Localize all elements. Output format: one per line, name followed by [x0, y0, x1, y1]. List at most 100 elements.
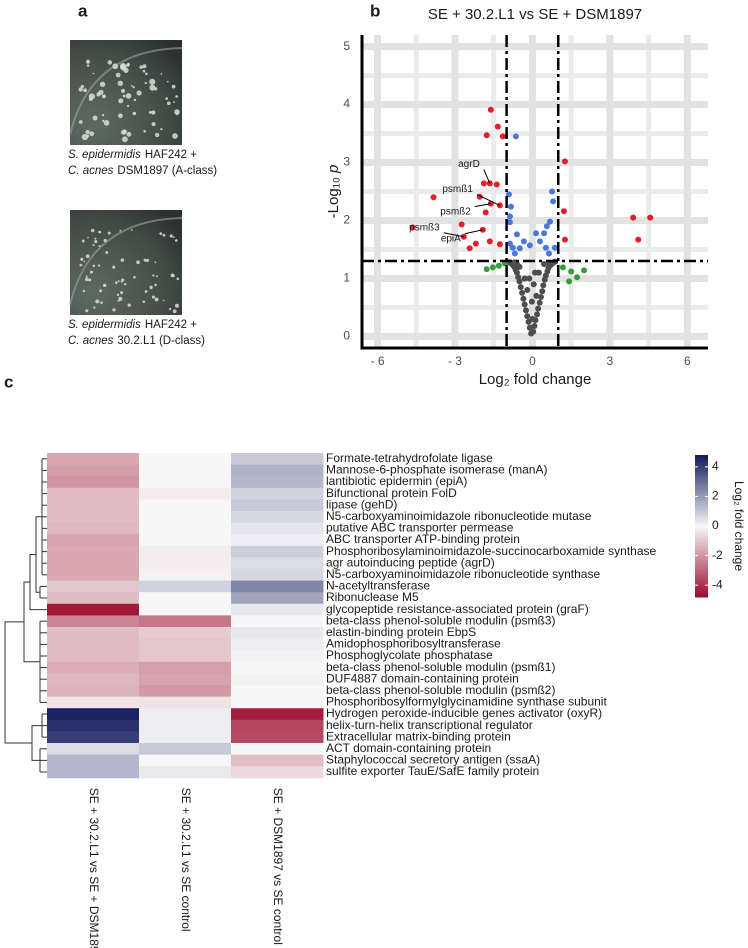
data-point — [561, 236, 568, 243]
colony — [87, 236, 89, 239]
dendrogram — [35, 516, 42, 593]
data-point — [515, 274, 522, 281]
colorbar-step — [695, 537, 708, 541]
row-label: Bifunctional protein FolD — [326, 486, 457, 500]
heatmap-cell — [139, 487, 232, 500]
data-point — [542, 244, 549, 251]
colorbar-step — [695, 526, 708, 529]
data-point — [566, 278, 573, 285]
colony — [144, 290, 148, 293]
colorbar-step — [695, 547, 708, 551]
data-point — [430, 194, 437, 201]
colony — [85, 275, 88, 278]
heatmap-cell — [47, 557, 140, 570]
heatmap-cell — [231, 696, 324, 709]
colony — [152, 274, 155, 277]
data-point — [630, 214, 637, 221]
heatmap-cell — [139, 522, 232, 535]
annotation-leader — [483, 169, 491, 184]
colony — [83, 88, 87, 93]
colorbar-step — [695, 533, 708, 536]
row-label: Amidophosphoribosyltransferase — [326, 637, 501, 651]
colony — [166, 80, 169, 83]
heatmap-cell — [47, 696, 140, 709]
colony — [142, 64, 147, 69]
colorbar-step — [695, 497, 708, 501]
data-point — [574, 274, 581, 281]
colony — [126, 63, 130, 67]
caption-line: S. epidermidis HAF242 + — [68, 319, 197, 331]
colony — [160, 72, 163, 75]
colony — [155, 275, 158, 278]
colorbar-step — [695, 469, 708, 473]
data-point — [511, 250, 518, 257]
species: S. epidermidis — [68, 149, 141, 161]
heatmap-cell — [139, 754, 232, 767]
colony — [85, 59, 91, 64]
colony — [90, 228, 95, 233]
row-label: agr autoinducing peptide (agrD) — [326, 555, 495, 569]
data-point — [483, 266, 490, 273]
dendrogram — [4, 621, 32, 744]
colony — [89, 131, 95, 137]
heatmap-cell — [47, 534, 140, 547]
colorbar-step — [695, 509, 708, 513]
colony — [88, 97, 93, 101]
data-point — [647, 214, 654, 221]
heatmap-cell — [47, 731, 140, 744]
row-label: Extracellular matrix-binding protein — [326, 729, 511, 743]
data-point — [561, 158, 568, 165]
row-label: ABC transporter ATP-binding protein — [326, 532, 520, 546]
colorbar-step — [695, 575, 708, 579]
y-axis-label-part: -Log₁₀ — [325, 177, 342, 218]
data-point — [517, 284, 524, 291]
data-point — [536, 299, 543, 306]
colorbar-step — [695, 587, 708, 591]
annotation: epiA — [441, 233, 461, 244]
colony — [168, 307, 172, 311]
colony — [102, 283, 107, 288]
data-point — [550, 198, 557, 205]
strain: HAF242 + — [145, 319, 197, 331]
heatmap-cell — [139, 615, 232, 628]
heatmap-cell — [231, 557, 324, 570]
heatmap-cell — [47, 499, 140, 512]
heatmap-cell — [139, 603, 232, 616]
heatmap-cell — [47, 661, 140, 674]
data-point — [516, 245, 523, 252]
heatmap-cell — [231, 499, 324, 512]
colony — [176, 277, 180, 281]
heatmap-cell — [231, 627, 324, 640]
colorbar-step — [695, 483, 708, 487]
colony — [97, 264, 101, 267]
colorbar-step — [695, 516, 708, 520]
colony — [83, 260, 86, 263]
row-label: helix-turn-helix transcriptional regulat… — [326, 718, 533, 732]
data-point — [495, 262, 502, 269]
data-point — [545, 250, 552, 257]
colony — [118, 113, 123, 119]
x-tick-label: - 6 — [370, 354, 384, 368]
dendrogram — [23, 581, 40, 663]
data-point — [522, 307, 529, 314]
colony — [154, 261, 157, 264]
heatmap-cell — [47, 719, 140, 732]
data-point — [549, 188, 556, 195]
heatmap-cell — [47, 545, 140, 558]
data-point — [513, 260, 520, 267]
species: C. acnes — [68, 335, 114, 347]
annotation-leader — [474, 203, 491, 208]
colorbar-step — [695, 492, 708, 496]
data-point — [513, 231, 520, 238]
data-point — [560, 208, 567, 215]
colorbar-step — [695, 573, 708, 577]
colony — [132, 111, 137, 116]
colorbar-step — [695, 594, 708, 598]
heatmap-cell — [139, 453, 232, 466]
colony — [80, 257, 84, 261]
data-point — [487, 106, 494, 113]
colony — [99, 81, 106, 87]
colorbar-step — [695, 466, 708, 470]
data-point — [507, 203, 514, 210]
data-point — [524, 313, 531, 320]
